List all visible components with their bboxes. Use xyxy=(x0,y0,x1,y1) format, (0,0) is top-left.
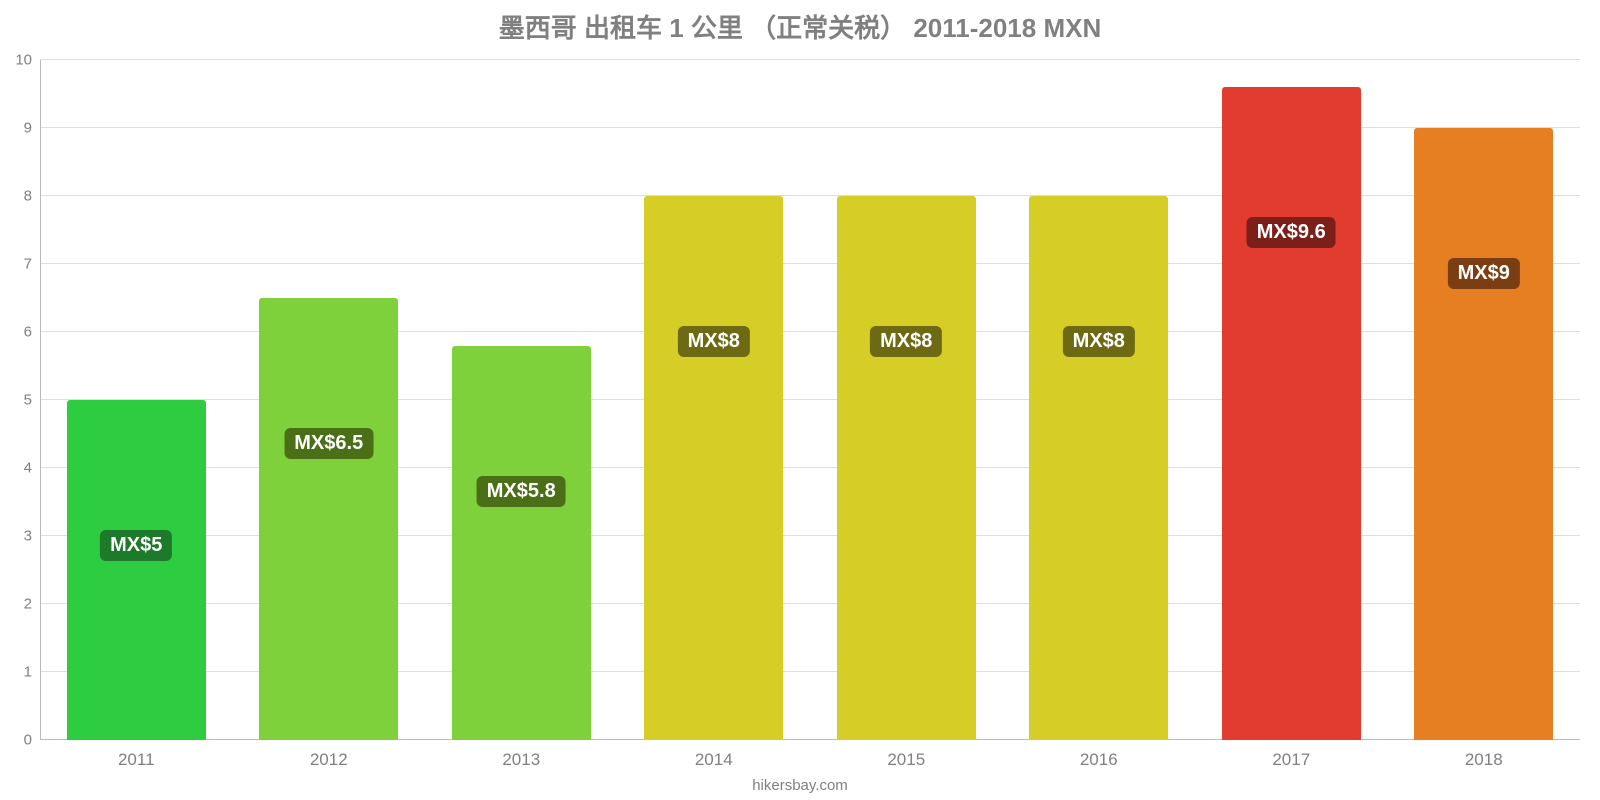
y-tick-label: 4 xyxy=(0,460,32,477)
plot-area: MX$5 MX$6.5 MX$5.8 MX$8 MX$8 MX$8 MX$9.6 MX$9 xyxy=(40,60,1580,740)
bar: MX$8 xyxy=(837,196,976,740)
attribution-text: hikersbay.com xyxy=(0,777,1600,794)
y-tick-label: 7 xyxy=(0,256,32,273)
bar: MX$6.5 xyxy=(259,298,398,740)
bar: MX$8 xyxy=(1029,196,1168,740)
bar-value-label: MX$6.5 xyxy=(284,428,373,459)
y-tick-label: 6 xyxy=(0,324,32,341)
y-tick-label: 5 xyxy=(0,392,32,409)
y-tick-label: 8 xyxy=(0,188,32,205)
x-tick-label: 2015 xyxy=(887,750,925,770)
chart-container: 墨西哥 出租车 1 公里 （正常关税） 2011-2018 MXN MX$5MX… xyxy=(0,0,1600,800)
bar-value-label: MX$8 xyxy=(678,326,750,357)
bar-value-label: MX$9 xyxy=(1448,258,1520,289)
x-tick-label: 2012 xyxy=(310,750,348,770)
x-tick-label: 2011 xyxy=(118,750,155,770)
bar-value-label: MX$8 xyxy=(870,326,942,357)
x-tick-label: 2013 xyxy=(502,750,540,770)
bar: MX$8 xyxy=(644,196,783,740)
y-tick-label: 10 xyxy=(0,52,32,69)
x-tick-label: 2016 xyxy=(1080,750,1118,770)
bars-group: MX$5 MX$6.5 MX$5.8 MX$8 MX$8 MX$8 MX$9.6 MX$9 xyxy=(40,60,1580,740)
y-tick-label: 9 xyxy=(0,120,32,137)
bar: MX$9 xyxy=(1414,128,1553,740)
bar: MX$9.6 xyxy=(1222,87,1361,740)
bar-value-label: MX$9.6 xyxy=(1247,217,1336,248)
x-tick-label: 2017 xyxy=(1272,750,1310,770)
x-tick-label: 2014 xyxy=(695,750,733,770)
bar-value-label: MX$5 xyxy=(100,530,172,561)
y-tick-label: 0 xyxy=(0,732,32,749)
chart-title: 墨西哥 出租车 1 公里 （正常关税） 2011-2018 MXN xyxy=(0,8,1600,45)
y-tick-label: 1 xyxy=(0,664,32,681)
bar-value-label: MX$8 xyxy=(1063,326,1135,357)
y-tick-label: 3 xyxy=(0,528,32,545)
bar-value-label: MX$5.8 xyxy=(477,476,566,507)
bar: MX$5 xyxy=(67,400,206,740)
bar: MX$5.8 xyxy=(452,346,591,740)
x-tick-label: 2018 xyxy=(1465,750,1503,770)
y-tick-label: 2 xyxy=(0,596,32,613)
